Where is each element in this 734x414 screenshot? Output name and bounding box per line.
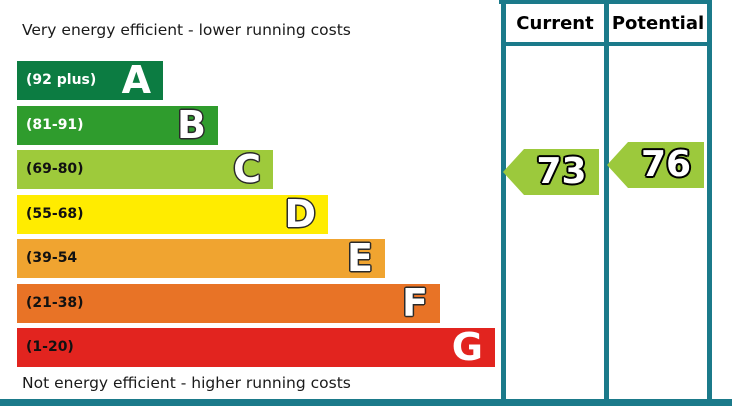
band-row-g: (1-20) G [17,325,495,369]
band-range-label: (39-54 [26,250,78,266]
table-header-underline [501,42,712,46]
band-row-b: (81-91) B [17,103,218,147]
potential-rating-arrow: 76 [607,142,704,188]
column-header-current: Current [516,13,594,34]
band-letter: C [233,147,261,191]
band-row-c: (69-80) C [17,147,273,191]
band-letter: B [177,103,206,147]
potential-rating-value: 76 [640,144,692,185]
current-rating-arrow: 73 [503,149,599,195]
current-rating-value: 73 [536,151,587,192]
band-range-label: (81-91) [26,117,84,133]
band-row-e: (39-54 E [17,236,385,280]
band-range-label: (1-20) [26,339,74,355]
bottom-caption: Not energy efficient - higher running co… [22,374,351,392]
band-range-label: (55-68) [26,206,84,222]
band-row-d: (55-68) D [17,192,328,236]
band-letter: G [451,325,483,369]
band-range-label: (21-38) [26,295,84,311]
band-letter: A [121,58,151,102]
table-border-middle [604,0,609,405]
table-border-right [707,0,712,405]
top-caption: Very energy efficient - lower running co… [22,21,351,39]
band-row-f: (21-38) F [17,281,440,325]
column-header-potential: Potential [611,13,705,34]
band-letter: F [402,281,428,325]
table-bottom-border [0,399,732,406]
band-row-a: (92 plus) A [17,58,163,102]
band-range-label: (92 plus) [26,72,97,88]
table-border-left [501,0,506,405]
band-range-label: (69-80) [26,161,84,177]
band-letter: D [284,192,316,236]
band-letter: E [347,236,373,280]
